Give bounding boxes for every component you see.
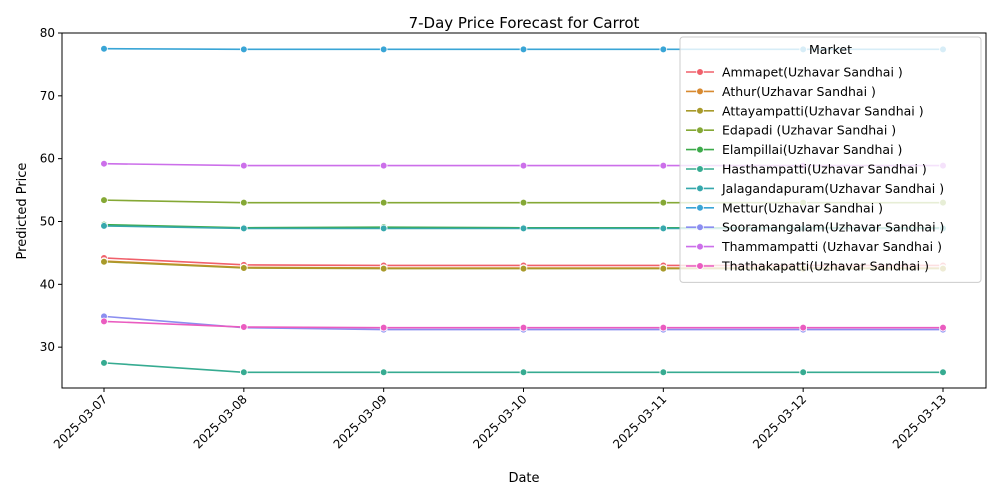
legend-box <box>679 36 982 283</box>
data-point <box>519 198 528 207</box>
legend-label: Elampillai(Uzhavar Sandhai ) <box>722 142 902 157</box>
x-tick-label: 2025-03-07 <box>51 392 110 451</box>
data-point <box>240 45 248 54</box>
data-point <box>799 368 807 377</box>
legend-item: Thammampatti (Uzhavar Sandhai ) <box>686 239 942 254</box>
legend-swatch-marker <box>696 262 704 270</box>
data-point <box>519 45 528 54</box>
x-tick-label: 2025-03-08 <box>191 392 250 451</box>
legend-item: Elampillai(Uzhavar Sandhai ) <box>686 142 902 157</box>
legend-title: Market <box>809 42 852 57</box>
data-point <box>100 222 108 230</box>
data-point <box>379 161 388 170</box>
legend-swatch-marker <box>696 145 704 154</box>
data-point <box>379 368 388 377</box>
data-point <box>799 323 807 332</box>
series-5 <box>100 359 947 377</box>
chart-title: 7-Day Price Forecast for Carrot <box>409 14 640 32</box>
y-tick-label: 40 <box>40 277 55 291</box>
legend-label: Ammapet(Uzhavar Sandhai ) <box>722 65 903 80</box>
series-10 <box>100 317 947 332</box>
data-point <box>240 224 248 233</box>
y-tick-label: 30 <box>40 340 55 354</box>
data-point <box>240 198 248 207</box>
legend-item: Jalagandapuram(Uzhavar Sandhai ) <box>686 181 944 196</box>
legend-label: Jalagandapuram(Uzhavar Sandhai ) <box>721 181 944 196</box>
legend-swatch-marker <box>696 184 704 193</box>
data-point <box>659 264 668 273</box>
legend-item: Mettur(Uzhavar Sandhai ) <box>686 200 883 215</box>
data-point <box>659 323 668 332</box>
legend-item: Hasthampatti(Uzhavar Sandhai ) <box>686 162 927 177</box>
data-point <box>100 196 108 204</box>
y-tick-label: 80 <box>40 26 55 40</box>
legend-swatch-marker <box>696 165 704 173</box>
data-point <box>519 161 528 170</box>
x-axis: 2025-03-07 2025-03-08 2025-03-09 2025-03-10… <box>51 388 949 451</box>
legend-item: Edapadi (Uzhavar Sandhai ) <box>686 123 896 138</box>
x-tick-label: 2025-03-09 <box>331 392 390 451</box>
data-point <box>939 323 947 332</box>
data-point <box>379 198 388 207</box>
legend-label: Athur(Uzhavar Sandhai ) <box>722 84 876 99</box>
y-axis: 30 40 50 60 70 80 <box>40 26 62 354</box>
data-point <box>519 368 528 377</box>
data-point <box>240 161 248 170</box>
data-point <box>100 44 108 53</box>
legend-label: Thathakapatti(Uzhavar Sandhai ) <box>721 259 929 274</box>
x-tick-label: 2025-03-10 <box>470 392 529 451</box>
data-point <box>240 264 248 272</box>
legend-swatch-marker <box>696 223 704 232</box>
legend-label: Edapadi (Uzhavar Sandhai ) <box>722 123 896 138</box>
data-point <box>659 161 668 170</box>
legend-swatch-marker <box>696 242 704 251</box>
legend-label: Hasthampatti(Uzhavar Sandhai ) <box>722 162 927 177</box>
data-point <box>379 264 388 273</box>
legend-item: Sooramangalam(Uzhavar Sandhai ) <box>686 220 944 235</box>
data-point <box>379 323 388 332</box>
legend-item: Athur(Uzhavar Sandhai ) <box>686 84 876 99</box>
x-tick-label: 2025-03-12 <box>750 392 809 451</box>
legend-item: Attayampatti(Uzhavar Sandhai ) <box>686 103 924 118</box>
x-tick-label: 2025-03-11 <box>610 392 669 451</box>
legend-swatch-marker <box>696 87 704 96</box>
x-axis-title: Date <box>508 471 539 486</box>
data-point <box>100 359 108 367</box>
data-point <box>519 323 528 332</box>
data-point <box>100 159 108 168</box>
data-point <box>100 317 108 326</box>
data-point <box>379 45 388 54</box>
data-point <box>659 198 668 207</box>
legend: Market Ammapet(Uzhavar Sandhai ) Athur(Uzh… <box>679 36 982 283</box>
y-tick-label: 70 <box>40 89 55 103</box>
legend-swatch-marker <box>696 68 704 76</box>
data-point <box>379 224 388 233</box>
data-point <box>519 224 528 233</box>
legend-swatch-marker <box>696 107 704 115</box>
legend-label: Sooramangalam(Uzhavar Sandhai ) <box>722 220 944 235</box>
data-point <box>100 257 108 266</box>
legend-swatch-marker <box>696 204 704 212</box>
legend-swatch-marker <box>696 126 704 134</box>
legend-label: Attayampatti(Uzhavar Sandhai ) <box>722 103 924 118</box>
data-point <box>240 368 248 377</box>
data-point <box>659 45 668 54</box>
y-tick-label: 60 <box>40 152 55 166</box>
data-point <box>240 323 248 331</box>
data-point <box>519 264 528 273</box>
y-axis-title: Predicted Price <box>15 163 30 260</box>
legend-label: Mettur(Uzhavar Sandhai ) <box>722 200 883 215</box>
legend-label: Thammampatti (Uzhavar Sandhai ) <box>721 239 942 254</box>
x-tick-label: 2025-03-13 <box>890 392 949 451</box>
y-tick-label: 50 <box>40 214 55 228</box>
legend-item: Ammapet(Uzhavar Sandhai ) <box>686 65 903 80</box>
data-point <box>659 224 668 233</box>
data-point <box>659 368 668 377</box>
legend-item: Thathakapatti(Uzhavar Sandhai ) <box>686 259 929 274</box>
data-point <box>939 368 947 377</box>
